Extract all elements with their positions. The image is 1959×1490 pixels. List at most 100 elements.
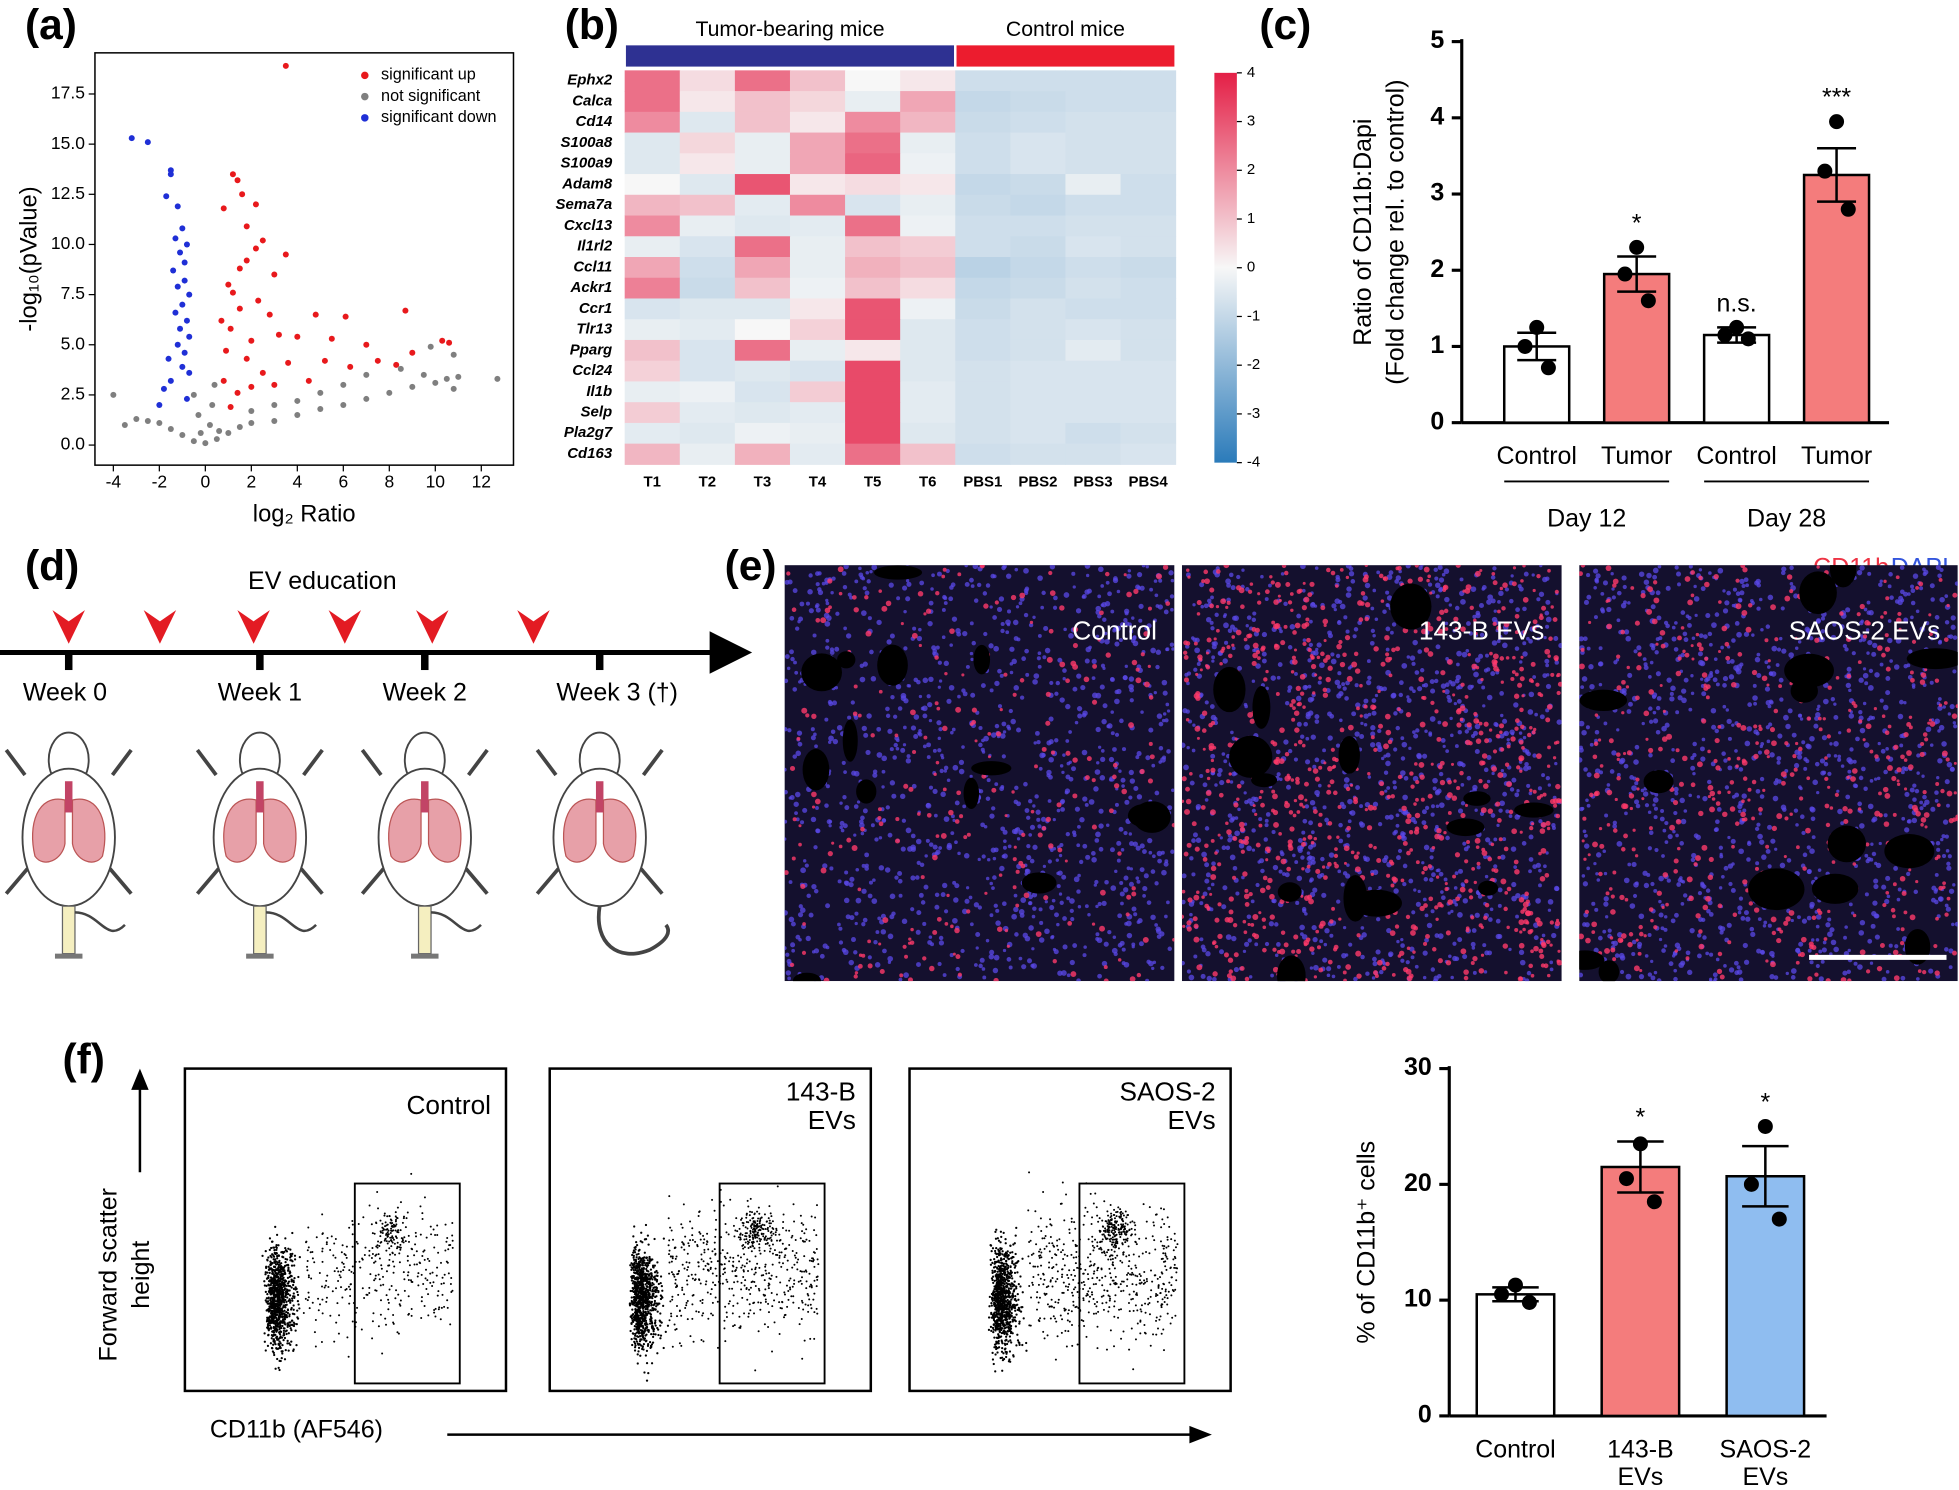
cd11b-signal [1325, 654, 1331, 660]
cd11b-signal [1952, 592, 1958, 598]
cd11b-signal [1511, 581, 1517, 587]
cd11b-signal [1128, 722, 1134, 728]
nucleus [1787, 708, 1793, 714]
cd11b-signal [1915, 880, 1919, 884]
nucleus [1401, 835, 1407, 842]
nucleus [1406, 698, 1412, 703]
cd11b-signal [1735, 764, 1739, 768]
nucleus [1068, 760, 1072, 764]
nucleus [1805, 743, 1811, 749]
nucleus [1204, 700, 1209, 705]
cd11b-signal [1443, 608, 1449, 614]
nucleus [1712, 972, 1718, 978]
nucleus [1729, 659, 1735, 664]
cd11b-signal [1625, 685, 1630, 689]
nucleus [1163, 609, 1169, 615]
cd11b-signal [1786, 574, 1793, 580]
nucleus [1005, 573, 1012, 579]
airspace [792, 972, 822, 982]
cd11b-signal [1323, 623, 1327, 627]
nucleus [1106, 724, 1111, 729]
cd11b-signal [1455, 708, 1462, 715]
nucleus [1155, 664, 1160, 670]
nucleus [1166, 900, 1170, 905]
nucleus [1345, 680, 1350, 686]
nucleus [977, 905, 982, 910]
cd11b-signal [1262, 925, 1267, 930]
cd11b-signal [996, 926, 1003, 932]
cd11b-signal [1227, 917, 1234, 923]
nucleus [1294, 671, 1298, 676]
nucleus [1785, 971, 1789, 976]
cd11b-signal [1446, 792, 1453, 799]
nucleus [822, 863, 828, 869]
nucleus [1083, 945, 1087, 949]
nucleus [1158, 760, 1162, 764]
cd11b-signal [1384, 713, 1391, 720]
nucleus [839, 801, 843, 805]
nucleus [871, 898, 878, 904]
nucleus [1883, 769, 1888, 775]
cd11b-signal [1473, 718, 1480, 724]
cd11b-signal [894, 733, 899, 738]
cd11b-signal [1370, 735, 1375, 740]
nucleus [1497, 934, 1503, 939]
nucleus [1411, 910, 1416, 915]
nucleus [936, 571, 942, 577]
cd11b-signal [1675, 748, 1680, 753]
nucleus [1900, 589, 1905, 595]
nucleus [1102, 703, 1108, 709]
nucleus [1658, 899, 1662, 904]
nucleus [937, 961, 942, 967]
nucleus [1445, 749, 1450, 753]
cd11b-signal [828, 605, 832, 610]
nucleus [1522, 735, 1527, 740]
nucleus [785, 970, 792, 976]
nucleus [1031, 963, 1037, 969]
cd11b-signal [1795, 845, 1800, 850]
nucleus [1785, 723, 1791, 730]
nucleus [1526, 970, 1532, 976]
cd11b-signal [1306, 637, 1311, 643]
nucleus [1299, 924, 1305, 931]
cd11b-signal [1386, 794, 1392, 800]
nucleus [1023, 781, 1028, 787]
nucleus [1838, 731, 1842, 735]
nucleus [1210, 626, 1215, 631]
cd11b-signal [1201, 895, 1205, 899]
nucleus [1769, 700, 1774, 705]
cd11b-signal [1426, 578, 1430, 583]
cd11b-signal [1520, 724, 1525, 730]
cd11b-signal [1327, 861, 1332, 867]
cd11b-signal [1884, 793, 1891, 799]
nucleus [1775, 663, 1780, 667]
nucleus [1853, 783, 1859, 789]
cd11b-signal [1528, 678, 1534, 683]
cd11b-signal [1414, 762, 1418, 766]
cd11b-signal [786, 571, 791, 576]
cd11b-signal [1823, 937, 1828, 941]
nucleus [1402, 863, 1408, 869]
nucleus [1000, 628, 1005, 634]
cd11b-signal [1514, 869, 1520, 875]
nucleus [1903, 664, 1908, 669]
nucleus [1316, 873, 1323, 879]
nucleus [1129, 629, 1134, 634]
nucleus [1163, 861, 1169, 867]
nucleus [1687, 969, 1693, 976]
cd11b-signal [1497, 818, 1502, 823]
nucleus [1210, 753, 1216, 759]
cd11b-signal [1539, 876, 1546, 882]
nucleus [788, 880, 793, 885]
nucleus [1018, 909, 1025, 915]
cd11b-signal [1661, 736, 1668, 742]
cd11b-signal [1885, 596, 1890, 601]
nucleus [1401, 741, 1408, 748]
nucleus [1123, 961, 1130, 968]
nucleus [1914, 788, 1920, 794]
cd11b-signal [1255, 842, 1261, 848]
nucleus [1864, 892, 1869, 897]
cd11b-signal [1621, 803, 1628, 810]
nucleus [1726, 922, 1732, 928]
nucleus [795, 750, 802, 757]
